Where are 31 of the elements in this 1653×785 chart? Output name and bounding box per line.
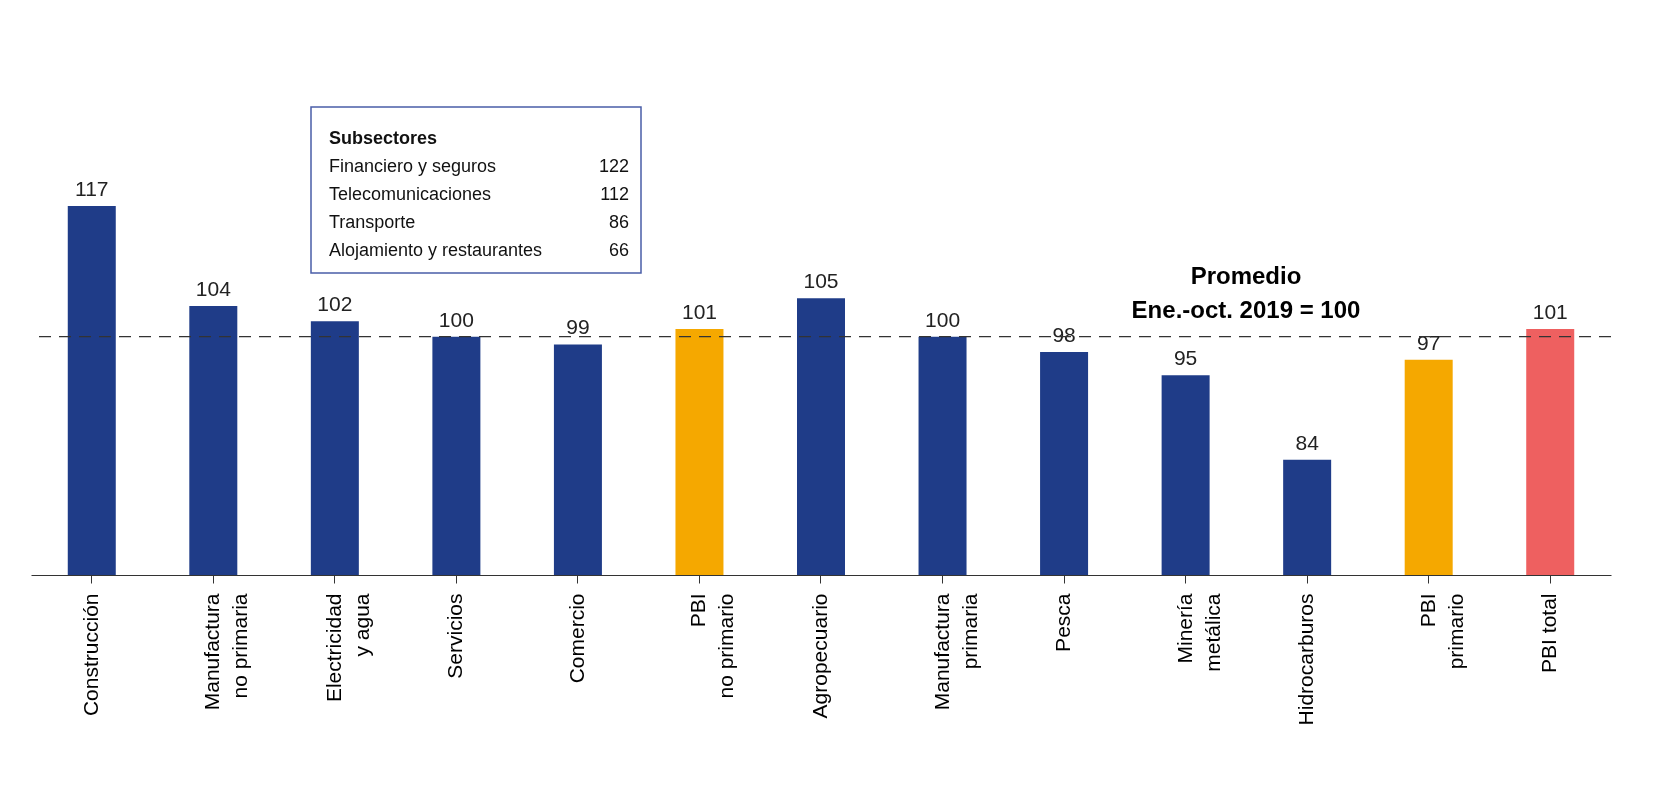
- x-tick-label: Manufactura no primaria: [200, 593, 252, 711]
- data-label: 117: [75, 177, 109, 200]
- x-tick-label: PBI primario: [1415, 593, 1467, 670]
- text: Telecomunicaciones 112: [329, 184, 629, 204]
- text: Subsectores: [329, 128, 438, 148]
- x-tick-label: Hidrocarburos: [1294, 593, 1318, 726]
- data-label: 105: [803, 269, 839, 293]
- x-tick-label: Manufactura primaria: [929, 593, 981, 711]
- x-tick-label: Pesca: [1051, 593, 1075, 652]
- data-label: 98: [1052, 323, 1076, 347]
- x-tick-label: Construcción: [78, 593, 102, 717]
- data-label: 95: [1173, 346, 1198, 370]
- x-tick-label: Agropecuario: [808, 593, 831, 719]
- data-label: 100: [438, 307, 474, 331]
- data-label: 104: [195, 276, 232, 300]
- data-label: 99: [566, 315, 590, 339]
- x-tick-label: Comercio: [564, 593, 588, 684]
- ref-line-label: Promedio Ene.-oct. 2019 = 100: [1131, 261, 1361, 323]
- text: Alojamiento y restaurantes 66: [329, 240, 629, 260]
- data-label: 101: [1532, 300, 1568, 323]
- x-tick-label: Minería metálica: [1172, 593, 1224, 672]
- data-label: 101: [681, 300, 717, 323]
- data-label: 100: [925, 307, 961, 331]
- x-tick-label: PBI total: [1537, 593, 1561, 673]
- text: Financiero y seguros 122: [329, 156, 629, 176]
- text: Transporte 86: [329, 212, 629, 232]
- data-label: 102: [317, 292, 353, 316]
- data-label: 84: [1295, 430, 1320, 454]
- x-tick-label: Electricidad y agua: [321, 593, 373, 703]
- x-tick-label: PBI no primario: [686, 593, 738, 699]
- x-tick-label: Servicios: [443, 593, 467, 679]
